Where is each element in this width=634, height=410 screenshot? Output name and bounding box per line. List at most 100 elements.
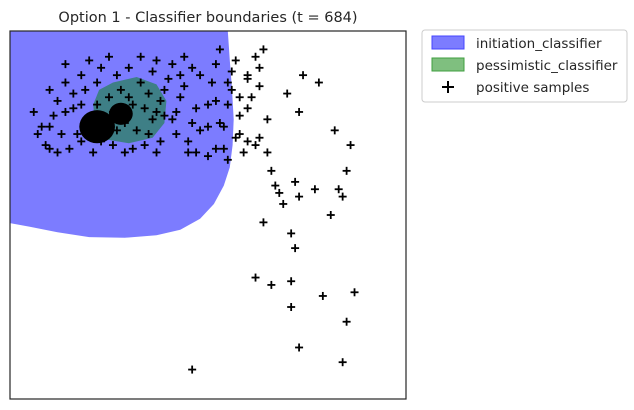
sample-point — [295, 343, 304, 352]
sample-point — [97, 137, 106, 146]
sample-point — [192, 104, 201, 113]
sample-point — [251, 52, 260, 61]
sample-point — [77, 71, 86, 80]
sample-point — [61, 60, 70, 69]
sample-point — [77, 137, 86, 146]
legend-box — [421, 29, 628, 103]
dense-cluster-0 — [79, 110, 115, 144]
sample-point — [81, 119, 90, 127]
sample-point — [140, 104, 149, 113]
sample-point — [89, 111, 98, 120]
sample-point — [140, 141, 149, 150]
sample-point — [295, 192, 304, 201]
sample-point — [330, 126, 339, 135]
sample-point — [223, 100, 232, 109]
sample-point — [160, 111, 169, 120]
sample-point — [243, 71, 252, 80]
legend: initiation_classifier pessimistic_classi… — [421, 29, 628, 103]
sample-point — [338, 358, 347, 367]
sample-point — [57, 130, 66, 139]
sample-point — [287, 229, 296, 238]
classifier-regions — [10, 31, 234, 238]
sample-point — [160, 85, 169, 94]
sample-point — [219, 144, 228, 153]
sample-point — [318, 291, 327, 300]
sample-point — [45, 85, 54, 94]
sample-point — [45, 144, 54, 153]
sample-point — [196, 126, 205, 135]
sample-point — [105, 93, 113, 102]
sample-point — [37, 122, 46, 131]
sample-point — [231, 133, 240, 142]
sample-point — [192, 148, 201, 157]
sample-point — [314, 78, 323, 87]
sample-point — [81, 85, 90, 94]
sample-point — [53, 148, 62, 157]
sample-point — [223, 78, 232, 87]
sample-point — [168, 115, 177, 124]
sample-point — [215, 119, 224, 127]
sample-point — [188, 63, 197, 72]
sample-point — [164, 74, 173, 83]
sample-point — [259, 45, 268, 54]
sample-point — [204, 122, 212, 131]
sample-point — [65, 144, 74, 153]
sample-point — [53, 96, 62, 105]
sample-point — [148, 67, 157, 76]
sample-point — [116, 107, 125, 116]
sample-point — [346, 141, 355, 150]
sample-point — [299, 71, 308, 80]
sample-point — [342, 317, 351, 326]
sample-point — [283, 89, 292, 98]
sample-point — [263, 115, 272, 124]
sample-point — [148, 115, 157, 124]
sample-point — [156, 137, 165, 146]
sample-point — [116, 85, 125, 94]
sample-point — [251, 273, 260, 282]
sample-point — [243, 104, 252, 113]
sample-point — [176, 71, 185, 80]
sample-point — [255, 63, 264, 72]
sample-point — [152, 148, 161, 157]
sample-point — [287, 303, 296, 311]
sample-point — [69, 89, 78, 98]
sample-point — [124, 63, 133, 72]
sample-point — [326, 211, 335, 219]
sample-point — [267, 166, 276, 175]
sample-point — [211, 96, 220, 105]
sample-point — [108, 141, 117, 150]
sample-point — [41, 141, 50, 150]
sample-point — [89, 148, 98, 157]
sample-point — [255, 82, 264, 91]
sample-point — [69, 104, 78, 113]
sample-point — [180, 82, 189, 91]
legend-marker-positive-samples — [442, 81, 454, 93]
plot-frame — [9, 30, 407, 400]
legend-swatch-initiation-classifier — [431, 35, 465, 50]
sample-point — [334, 185, 343, 194]
sample-point — [223, 155, 232, 164]
sample-point — [61, 78, 70, 87]
sample-point — [235, 130, 244, 139]
sample-point — [310, 185, 319, 194]
sample-point — [211, 144, 220, 153]
sample-point — [61, 107, 70, 116]
sample-point — [144, 89, 153, 98]
sample-point — [184, 148, 193, 157]
sample-point — [144, 130, 153, 139]
sample-point — [172, 130, 181, 139]
sample-point — [251, 141, 260, 150]
sample-point — [108, 107, 117, 116]
chart-title: Option 1 - Classifier boundaries (t = 68… — [58, 10, 357, 26]
sample-point — [219, 122, 228, 131]
sample-point — [93, 100, 102, 109]
sample-point — [235, 111, 244, 120]
sample-point — [105, 52, 113, 61]
sample-point — [184, 137, 193, 146]
legend-label-initiation-classifier: initiation_classifier — [476, 36, 602, 52]
sample-point — [263, 148, 272, 157]
sample-point — [243, 137, 252, 146]
sample-point — [227, 67, 236, 76]
sample-point — [350, 288, 359, 297]
